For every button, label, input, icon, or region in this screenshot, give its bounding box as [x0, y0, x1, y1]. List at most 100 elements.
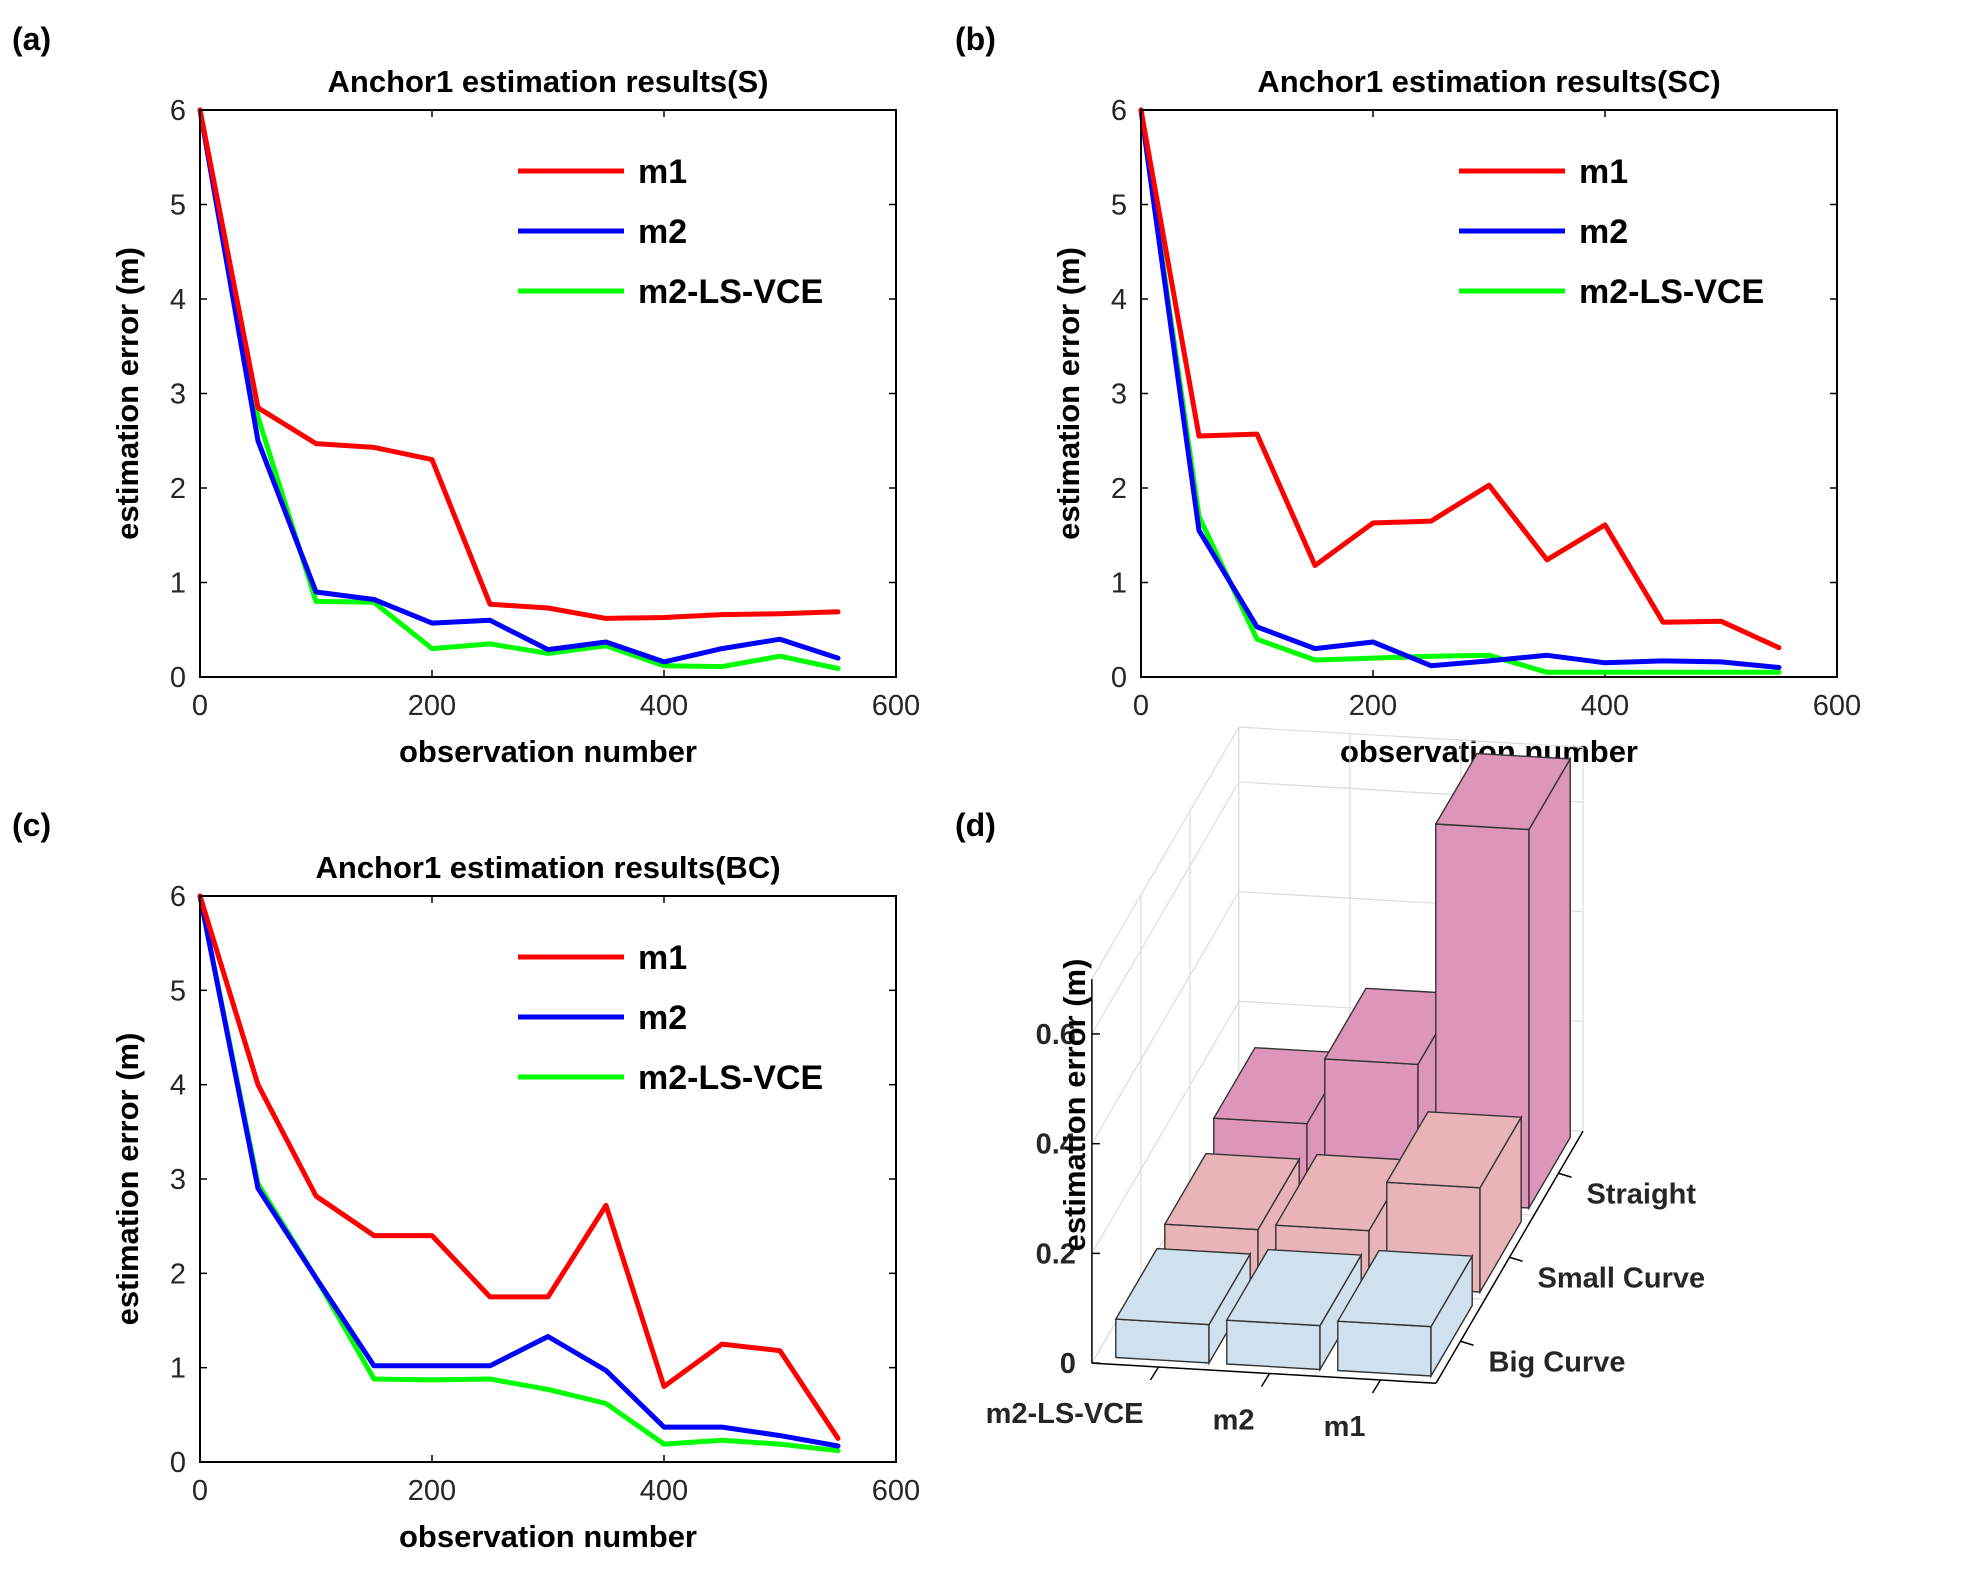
plot-area	[200, 896, 896, 1462]
legend-label-m2-ls-vce: m2-LS-VCE	[638, 1059, 823, 1097]
x-tick-label: 200	[1349, 690, 1397, 722]
y-tick-label: 5	[170, 975, 186, 1007]
y-tick-label: 6	[170, 881, 186, 913]
back-wall-grid-line	[1091, 1001, 1240, 1254]
y-axis-label: estimation error (m)	[110, 247, 145, 540]
bar-face-front	[1337, 1320, 1432, 1377]
y-tick-label: 2	[170, 473, 186, 505]
panel-label-d: (d)	[955, 807, 996, 843]
legend-label-m2: m2	[638, 213, 687, 251]
series-line-m1	[197, 107, 841, 621]
z-tick-label: 0.6	[1036, 1019, 1076, 1051]
scenario-tick-mark	[1460, 1340, 1474, 1346]
x-tick-label: 400	[640, 1475, 688, 1507]
series-line-m2-ls-vce	[1138, 107, 1782, 675]
scenario-tick-label: Small Curve	[1538, 1262, 1706, 1294]
y-tick-label: 0	[170, 662, 186, 694]
plot-area	[200, 110, 896, 677]
z-tick-label: 0	[1060, 1348, 1076, 1380]
bar-m1-straight	[1434, 752, 1572, 1211]
legend-label-m2-ls-vce: m2-LS-VCE	[638, 273, 823, 311]
x-tick-label: 400	[1581, 690, 1629, 722]
y-tick-label: 4	[1111, 284, 1127, 316]
x-tick-label: 200	[408, 1475, 456, 1507]
y-axis-label: estimation error (m)	[110, 1033, 145, 1326]
x-tick-label: 400	[640, 690, 688, 722]
scenario-tick-mark	[1509, 1256, 1523, 1262]
y-tick-label: 4	[170, 1070, 186, 1102]
back-wall-grid-line	[1091, 891, 1240, 1144]
y-tick-label: 4	[170, 284, 186, 316]
x-tick-label: 0	[192, 690, 208, 722]
plot-frame	[1140, 109, 1838, 678]
plot-frame	[199, 895, 897, 1463]
y-tick-label: 0	[170, 1447, 186, 1479]
method-tick-mark	[1371, 1379, 1382, 1394]
scenario-tick-label: Big Curve	[1489, 1346, 1626, 1378]
y-tick-label: 6	[1111, 95, 1127, 127]
bar-m2-ls-vce-big-curve	[1114, 1247, 1252, 1366]
series-line-m2	[1138, 107, 1782, 670]
plot-frame	[199, 109, 897, 678]
y-tick-label: 1	[1111, 568, 1127, 600]
bar-face-top	[1225, 1248, 1363, 1327]
line-chart-panel-c: Anchor1 estimation results(BC) 0 200 400 600…	[110, 850, 920, 1554]
bar-face-front	[1226, 1319, 1321, 1371]
legend-label-m1: m1	[638, 153, 687, 191]
method-tick-mark	[1260, 1373, 1271, 1387]
bar-face-top	[1114, 1247, 1252, 1326]
x-tick-label: 600	[872, 690, 920, 722]
legend-label-m2-ls-vce: m2-LS-VCE	[1579, 273, 1764, 311]
y-tick-label: 1	[170, 568, 186, 600]
x-tick-label: 0	[1133, 690, 1149, 722]
bar-m2-big-curve	[1225, 1248, 1363, 1373]
series-line-m1	[1138, 107, 1782, 651]
x-tick-label: 600	[872, 1475, 920, 1507]
bar-face-top	[1163, 1152, 1301, 1231]
chart-title: Anchor1 estimation results(SC)	[1257, 64, 1720, 99]
bar-face-front	[1115, 1318, 1210, 1364]
legend-label-m1: m1	[1579, 153, 1628, 191]
method-tick-label: m1	[1324, 1411, 1366, 1443]
bar-face-side	[1528, 756, 1571, 1211]
side-wall-grid-line	[1238, 726, 1584, 748]
legend-label-m1: m1	[638, 939, 687, 977]
y-tick-label: 6	[170, 95, 186, 127]
x-tick-label: 200	[408, 690, 456, 722]
x-tick-label: 600	[1813, 690, 1861, 722]
y-axis-label: estimation error (m)	[1051, 247, 1086, 540]
panel-label-c: (c)	[12, 807, 51, 843]
y-tick-label: 3	[170, 1164, 186, 1196]
line-chart-panel-b: Anchor1 estimation results(SC) 0 200 400 600…	[1051, 64, 1861, 769]
z-tick-label: 0.4	[1036, 1129, 1076, 1161]
y-tick-label: 5	[1111, 190, 1127, 222]
bar-m1-big-curve	[1336, 1249, 1474, 1379]
back-wall-grid-line	[1091, 726, 1240, 980]
series-line-m1	[197, 893, 841, 1441]
legend-label-m2: m2	[1579, 213, 1628, 251]
x-axis-label: observation number	[399, 1519, 697, 1554]
series-line-m2	[197, 893, 841, 1449]
series-line-m2	[197, 107, 841, 665]
scenario-tick-label: Straight	[1587, 1178, 1697, 1210]
z-axis-label: estimation error (m)	[1057, 959, 1092, 1252]
y-tick-label: 5	[170, 190, 186, 222]
x-axis-label: observation number	[399, 734, 697, 769]
bar-face-top	[1434, 752, 1572, 831]
legend-label-m2: m2	[638, 999, 687, 1037]
method-tick-label: m2-LS-VCE	[986, 1398, 1144, 1430]
back-wall-grid-line	[1091, 781, 1240, 1035]
z-tick-label: 0.2	[1036, 1238, 1076, 1270]
panel-label-a: (a)	[12, 21, 51, 57]
plot-area	[1141, 110, 1837, 677]
method-axis-line	[1091, 1362, 1437, 1384]
chart-title: Anchor1 estimation results(BC)	[315, 850, 780, 885]
x-tick-label: 0	[192, 1475, 208, 1507]
y-tick-label: 3	[1111, 379, 1127, 411]
y-tick-label: 1	[170, 1353, 186, 1385]
panel-label-b: (b)	[955, 21, 996, 57]
y-tick-label: 2	[1111, 473, 1127, 505]
y-tick-label: 3	[170, 379, 186, 411]
